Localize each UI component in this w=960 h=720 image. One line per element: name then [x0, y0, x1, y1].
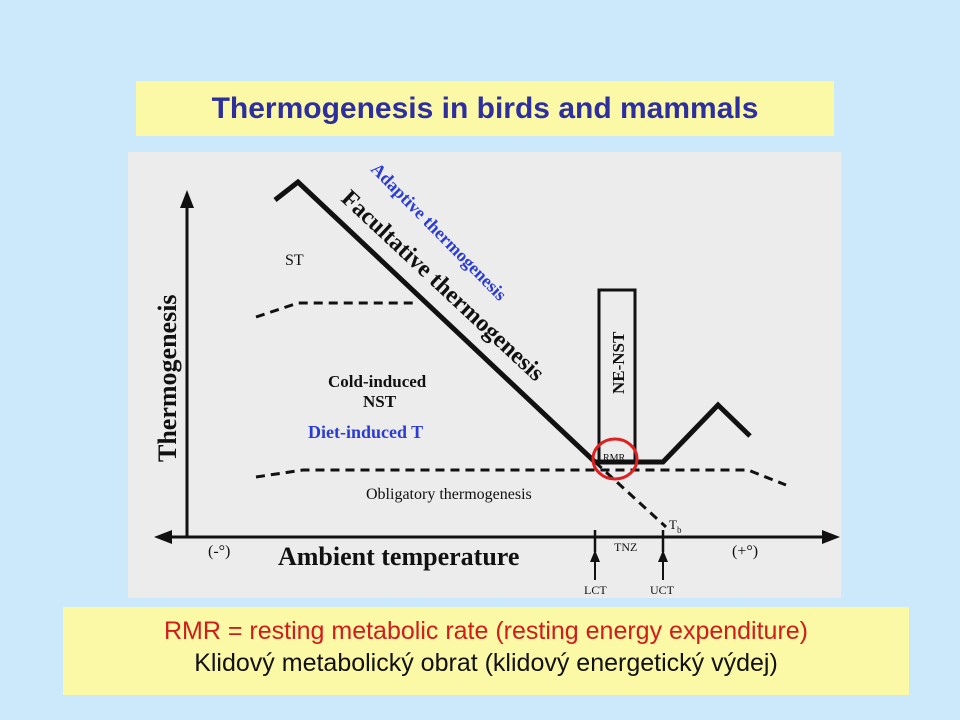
dashed-tb-line — [593, 460, 668, 529]
facultative-line — [273, 178, 752, 465]
rmr-highlight-circle — [591, 437, 639, 481]
tb-subscript: b — [677, 525, 682, 535]
rmr-label: RMR — [603, 453, 626, 464]
title-box: Thermogenesis in birds and mammals — [136, 81, 834, 136]
diet-induced-label: Diet-induced T — [308, 422, 423, 442]
tb-label: T — [669, 517, 677, 532]
x-axis-arrow-right — [822, 530, 840, 544]
caption-czech-translation: Klidový metabolický obrat (klidový energ… — [194, 649, 778, 677]
uct-label: UCT — [650, 583, 675, 597]
diagram-canvas: Thermogenesis Ambient temperature (-°) (… — [153, 159, 840, 597]
thermogenesis-diagram: Thermogenesis Ambient temperature (-°) (… — [128, 152, 841, 598]
tnz-label: TNZ — [614, 540, 637, 554]
caption-rmr-definition: RMR = resting metabolic rate (resting en… — [163, 617, 809, 645]
caption-box: RMR = resting metabolic rate (resting en… — [63, 607, 909, 695]
x-axis-arrow-left — [154, 530, 172, 544]
uct-arrowhead — [658, 550, 668, 562]
x-plus-label: (+°) — [732, 543, 758, 560]
page-title: Thermogenesis in birds and mammals — [211, 91, 759, 125]
lct-label: LCT — [584, 583, 607, 597]
st-label: ST — [285, 252, 304, 269]
lct-arrowhead — [590, 550, 600, 562]
ne-nst-box — [597, 288, 637, 464]
dashed-st-boundary — [255, 301, 418, 319]
facultative-label: Facultative thermogenesis — [336, 185, 549, 386]
ne-nst-label: NE-NST — [609, 331, 628, 394]
x-axis-label: Ambient temperature — [278, 542, 519, 571]
cold-induced-label-1: Cold-induced — [328, 372, 427, 391]
obligatory-label: Obligatory thermogenesis — [366, 486, 532, 503]
x-minus-label: (-°) — [208, 543, 230, 560]
dashed-obligatory-boundary — [255, 468, 787, 487]
cold-induced-label-2: NST — [363, 392, 397, 411]
y-axis-arrow — [180, 190, 194, 208]
y-axis-label: Thermogenesis — [153, 294, 182, 462]
